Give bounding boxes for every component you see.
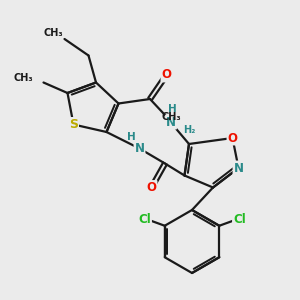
Text: N: N <box>134 142 145 155</box>
Text: CH₃: CH₃ <box>14 73 33 83</box>
Text: N: N <box>166 116 176 129</box>
Text: N: N <box>233 161 244 175</box>
Text: CH₃: CH₃ <box>161 112 181 122</box>
Text: CH₃: CH₃ <box>44 28 63 38</box>
Text: H: H <box>127 132 136 142</box>
Text: S: S <box>69 118 78 131</box>
Text: H₂: H₂ <box>184 125 196 135</box>
Text: O: O <box>227 131 238 145</box>
Text: O: O <box>146 181 157 194</box>
Text: O: O <box>161 68 172 82</box>
Text: Cl: Cl <box>138 213 151 226</box>
Text: Cl: Cl <box>233 213 246 226</box>
Text: H: H <box>168 104 177 114</box>
